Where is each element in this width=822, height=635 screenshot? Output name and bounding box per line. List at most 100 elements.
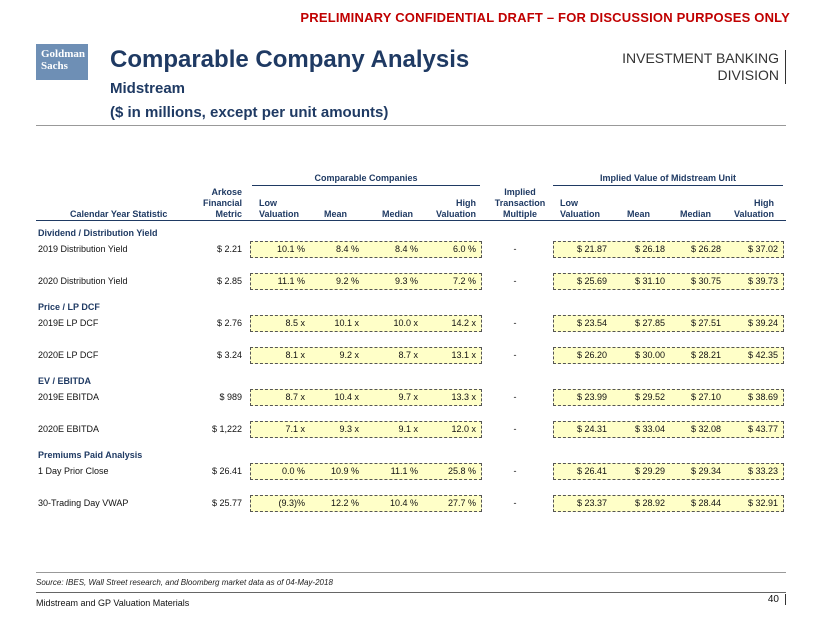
row-cell-low: 11.1 % [277, 276, 305, 286]
row-implied-multiple: - [513, 276, 517, 286]
row-cell-ilow: $ 26.20 [576, 350, 607, 360]
row-cell-ilow: $ 21.87 [576, 244, 607, 254]
row-cell-imean: $ 31.10 [634, 276, 665, 286]
row-cell-median: 8.4 % [394, 244, 418, 254]
highlight-box-implied [553, 241, 784, 258]
row-cell-high: 13.3 x [451, 392, 476, 402]
col-header-implied-median: Median [680, 209, 712, 219]
row-metric: $ 25.77 [211, 498, 242, 508]
row-cell-high: 13.1 x [451, 350, 476, 360]
row-cell-imean: $ 33.04 [634, 424, 665, 434]
row-cell-ilow: $ 23.54 [576, 318, 607, 328]
row-label: 2020E LP DCF [38, 350, 99, 360]
col-header-high: High Valuation [435, 198, 476, 219]
footer-divider [36, 572, 786, 573]
row-cell-high: 6.0 % [452, 244, 476, 254]
highlight-box-comparable [250, 241, 482, 258]
highlight-box-comparable [250, 347, 482, 364]
row-metric: $ 26.41 [211, 466, 242, 476]
row-cell-mean: 10.4 x [334, 392, 359, 402]
group-header-implied: Implied Value of Midstream Unit [553, 173, 783, 186]
highlight-box-implied [553, 421, 784, 438]
row-label: 2019 Distribution Yield [38, 244, 128, 254]
row-metric: $ 2.85 [216, 276, 242, 286]
row-cell-median: 9.3 % [394, 276, 418, 286]
row-label: 2020E EBITDA [38, 424, 100, 434]
row-label: 2019E LP DCF [38, 318, 99, 328]
column-header-divider [36, 220, 786, 221]
row-implied-multiple: - [513, 350, 517, 360]
row-implied-multiple: - [513, 424, 517, 434]
division-label: INVESTMENT BANKING DIVISION [622, 50, 786, 84]
row-cell-mean: 9.2 % [335, 276, 359, 286]
col-header-median: Median [382, 209, 414, 219]
row-cell-median: 9.1 x [398, 424, 418, 434]
row-cell-high: 25.8 % [447, 466, 476, 476]
row-cell-imean: $ 29.52 [634, 392, 665, 402]
row-cell-ilow: $ 26.41 [576, 466, 607, 476]
section-label-lpdcf: Price / LP DCF [38, 302, 100, 312]
col-header-statistic: Calendar Year Statistic [70, 209, 168, 219]
row-cell-imedian: $ 26.28 [690, 244, 721, 254]
highlight-box-comparable [250, 273, 482, 290]
row-cell-median: 8.7 x [398, 350, 418, 360]
row-cell-imean: $ 29.29 [634, 466, 665, 476]
row-cell-low: 0.0 % [281, 466, 305, 476]
row-cell-median: 10.0 x [393, 318, 418, 328]
col-header-implied-high: High Valuation [733, 198, 774, 219]
row-metric: $ 3.24 [216, 350, 242, 360]
row-cell-ilow: $ 25.69 [576, 276, 607, 286]
col-header-metric: Arkose Financial Metric [202, 187, 242, 219]
section-label-yield: Dividend / Distribution Yield [38, 228, 158, 238]
row-cell-imedian: $ 32.08 [690, 424, 721, 434]
source-note: Source: IBES, Wall Street research, and … [36, 578, 333, 587]
row-cell-high: 14.2 x [451, 318, 476, 328]
row-cell-imean: $ 28.92 [634, 498, 665, 508]
row-cell-ihigh: $ 42.35 [747, 350, 778, 360]
row-implied-multiple: - [513, 392, 517, 402]
row-cell-high: 27.7 % [447, 498, 476, 508]
row-cell-imean: $ 30.00 [634, 350, 665, 360]
row-metric: $ 2.21 [216, 244, 242, 254]
section-label-ebitda: EV / EBITDA [38, 376, 92, 386]
row-cell-low: 7.1 x [285, 424, 305, 434]
draft-notice: PRELIMINARY CONFIDENTIAL DRAFT – FOR DIS… [300, 10, 790, 25]
row-cell-high: 7.2 % [452, 276, 476, 286]
row-cell-mean: 8.4 % [335, 244, 359, 254]
page-number: 40 [768, 594, 786, 605]
highlight-box-comparable [250, 389, 482, 406]
page-title: Comparable Company Analysis [110, 46, 470, 73]
highlight-box-implied [553, 389, 784, 406]
row-cell-imedian: $ 30.75 [690, 276, 721, 286]
row-cell-median: 10.4 % [389, 498, 418, 508]
row-label: 1 Day Prior Close [38, 466, 109, 476]
row-label: 2019E EBITDA [38, 392, 100, 402]
col-header-implied: Implied Transaction Multiple [494, 187, 546, 219]
row-cell-mean: 12.2 % [330, 498, 359, 508]
row-cell-imedian: $ 28.44 [690, 498, 721, 508]
row-cell-low: 8.1 x [285, 350, 305, 360]
row-metric: $ 989 [219, 392, 242, 402]
col-header-mean: Mean [324, 209, 348, 219]
row-implied-multiple: - [513, 244, 517, 254]
page-subtitle: Midstream [110, 80, 186, 97]
units-note: ($ in millions, except per unit amounts) [110, 104, 389, 121]
row-cell-high: 12.0 x [451, 424, 476, 434]
row-cell-median: 11.1 % [390, 466, 418, 476]
row-implied-multiple: - [513, 498, 517, 508]
row-label: 30-Trading Day VWAP [38, 498, 129, 508]
row-cell-ihigh: $ 32.91 [747, 498, 778, 508]
row-cell-mean: 10.9 % [330, 466, 359, 476]
highlight-box-comparable [250, 463, 482, 480]
row-cell-median: 9.7 x [398, 392, 418, 402]
row-cell-ihigh: $ 38.69 [747, 392, 778, 402]
highlight-box-comparable [250, 421, 482, 438]
row-cell-ilow: $ 24.31 [576, 424, 607, 434]
row-cell-ilow: $ 23.37 [576, 498, 607, 508]
row-cell-ilow: $ 23.99 [576, 392, 607, 402]
highlight-box-implied [553, 315, 784, 332]
row-metric: $ 2.76 [216, 318, 242, 328]
header-divider [36, 125, 786, 126]
row-cell-low: 8.5 x [285, 318, 305, 328]
highlight-box-implied [553, 495, 784, 512]
